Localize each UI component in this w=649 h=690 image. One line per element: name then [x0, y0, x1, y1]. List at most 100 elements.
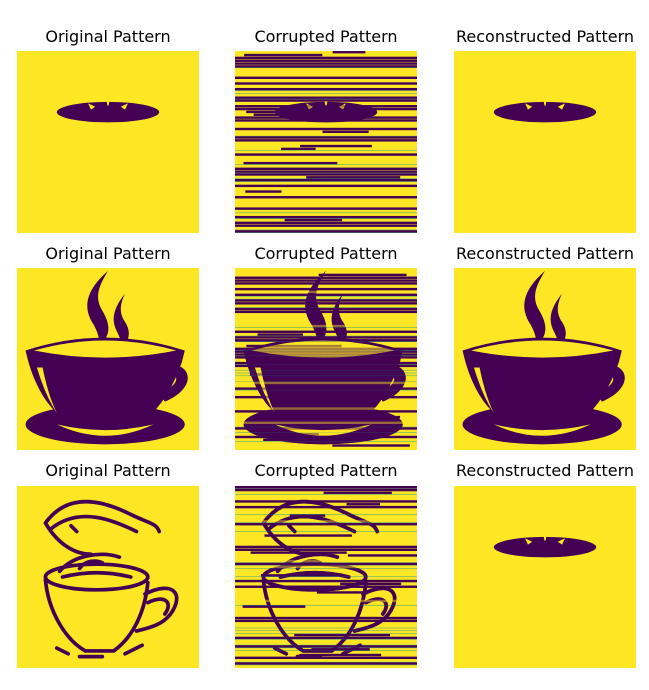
corruption-line	[235, 224, 417, 227]
cup-liquid-line	[278, 570, 351, 579]
title-r3-c3: Reconstructed Pattern	[455, 461, 634, 480]
corruption-segment	[260, 574, 344, 577]
corruption-line	[235, 599, 417, 603]
cup-body-outline	[43, 577, 150, 653]
cup-body	[462, 337, 622, 425]
cup-rim-inner	[471, 340, 614, 358]
steam-left	[87, 270, 109, 345]
corruption-line	[235, 307, 417, 311]
corruption-line	[235, 215, 417, 219]
corruption-segment	[281, 147, 316, 151]
pattern-r1-c1	[17, 51, 199, 233]
title-r2-c3: Reconstructed Pattern	[455, 244, 634, 263]
cup-body-highlight	[473, 367, 494, 414]
corruption-segment	[243, 161, 338, 165]
corruption-line	[235, 82, 417, 85]
pattern-content	[454, 268, 636, 450]
swirl-dot	[69, 523, 79, 534]
corruption-ghost	[274, 101, 378, 123]
steam-right	[331, 293, 347, 348]
corruption-segment	[300, 144, 372, 148]
pattern-r1-c3	[454, 51, 636, 233]
corruption-line	[235, 545, 417, 549]
pattern-content	[17, 268, 199, 450]
hat-notch-right	[338, 103, 346, 110]
corruption-line	[235, 656, 417, 660]
corruption-line	[235, 500, 417, 503]
cup-body-highlight	[36, 367, 57, 414]
corruption-segment	[347, 554, 417, 557]
corruption-segment	[245, 190, 282, 193]
corruption-line	[235, 167, 417, 171]
corruption-line	[235, 302, 417, 305]
hat-ellipse-shape	[274, 101, 378, 123]
corruption-line	[235, 276, 417, 279]
hat-notch-right	[557, 538, 565, 545]
corruption-segment	[264, 534, 352, 537]
corruption-segment	[332, 444, 410, 447]
corruption-line	[235, 619, 417, 623]
corruption-segment	[294, 633, 391, 637]
hat-notch-center	[543, 536, 547, 541]
corruption-line	[235, 559, 417, 563]
corruption-line	[235, 173, 417, 176]
hat-notch-left	[306, 103, 314, 110]
corruption-line	[235, 636, 417, 640]
saucer-highlight	[493, 424, 591, 436]
corruption-stripes	[235, 486, 417, 666]
cup-rim-inner	[252, 340, 395, 358]
steam-left	[305, 270, 327, 345]
hat-ellipse-shape	[493, 101, 597, 123]
corruption-line	[235, 616, 417, 620]
pattern-r2-c3	[454, 268, 636, 450]
pattern-content	[454, 51, 636, 233]
corruption-line	[235, 336, 417, 339]
corruption-line	[235, 153, 417, 156]
cup-handle-outline	[352, 586, 397, 633]
corruption-line	[235, 170, 417, 173]
cup-rim-outline	[43, 562, 150, 592]
hat-notch-right	[120, 103, 128, 110]
corruption-line	[235, 282, 417, 285]
title-r1-c2: Corrupted Pattern	[254, 27, 398, 46]
corruption-segment	[340, 582, 402, 586]
corruption-line	[235, 290, 417, 294]
corruption-segment	[311, 648, 370, 651]
corruption-line	[235, 565, 417, 569]
steam-left	[524, 270, 546, 345]
cup-body	[25, 337, 185, 425]
corruption-line	[235, 585, 417, 588]
hat-notch-left	[525, 103, 533, 110]
saucer-highlight	[274, 424, 372, 436]
cup-rim-inner	[34, 340, 177, 358]
pattern-r3-c3	[454, 486, 636, 668]
pattern-r2-c2	[235, 268, 417, 450]
swirl-top	[261, 499, 380, 557]
corruption-segment	[332, 51, 366, 54]
corruption-line	[235, 184, 417, 188]
corruption-line	[235, 299, 417, 302]
corruption-line	[235, 87, 417, 91]
corruption-line	[235, 178, 417, 182]
steam-right	[550, 293, 566, 348]
corruption-segment	[284, 218, 343, 222]
cup-handle-outline	[134, 586, 179, 633]
corruption-line	[235, 486, 417, 489]
corruption-line	[235, 662, 417, 665]
cup-body-outline	[261, 577, 368, 653]
title-r1-c3: Reconstructed Pattern	[455, 27, 634, 46]
corruption-line	[235, 522, 417, 526]
pattern-content	[17, 486, 199, 668]
pattern-background	[17, 51, 199, 233]
steam-right	[113, 293, 129, 348]
corruption-line	[235, 56, 417, 60]
corruption-line	[235, 139, 417, 142]
hat-notch-right	[557, 103, 565, 110]
title-r2-c1: Original Pattern	[45, 244, 171, 263]
corruption-segment	[244, 53, 323, 57]
hat-notch-center	[543, 101, 547, 106]
saucer-outline	[54, 643, 144, 659]
hat-notch-center	[324, 101, 328, 106]
pattern-background	[454, 51, 636, 233]
title-r2-c2: Corrupted Pattern	[254, 244, 398, 263]
